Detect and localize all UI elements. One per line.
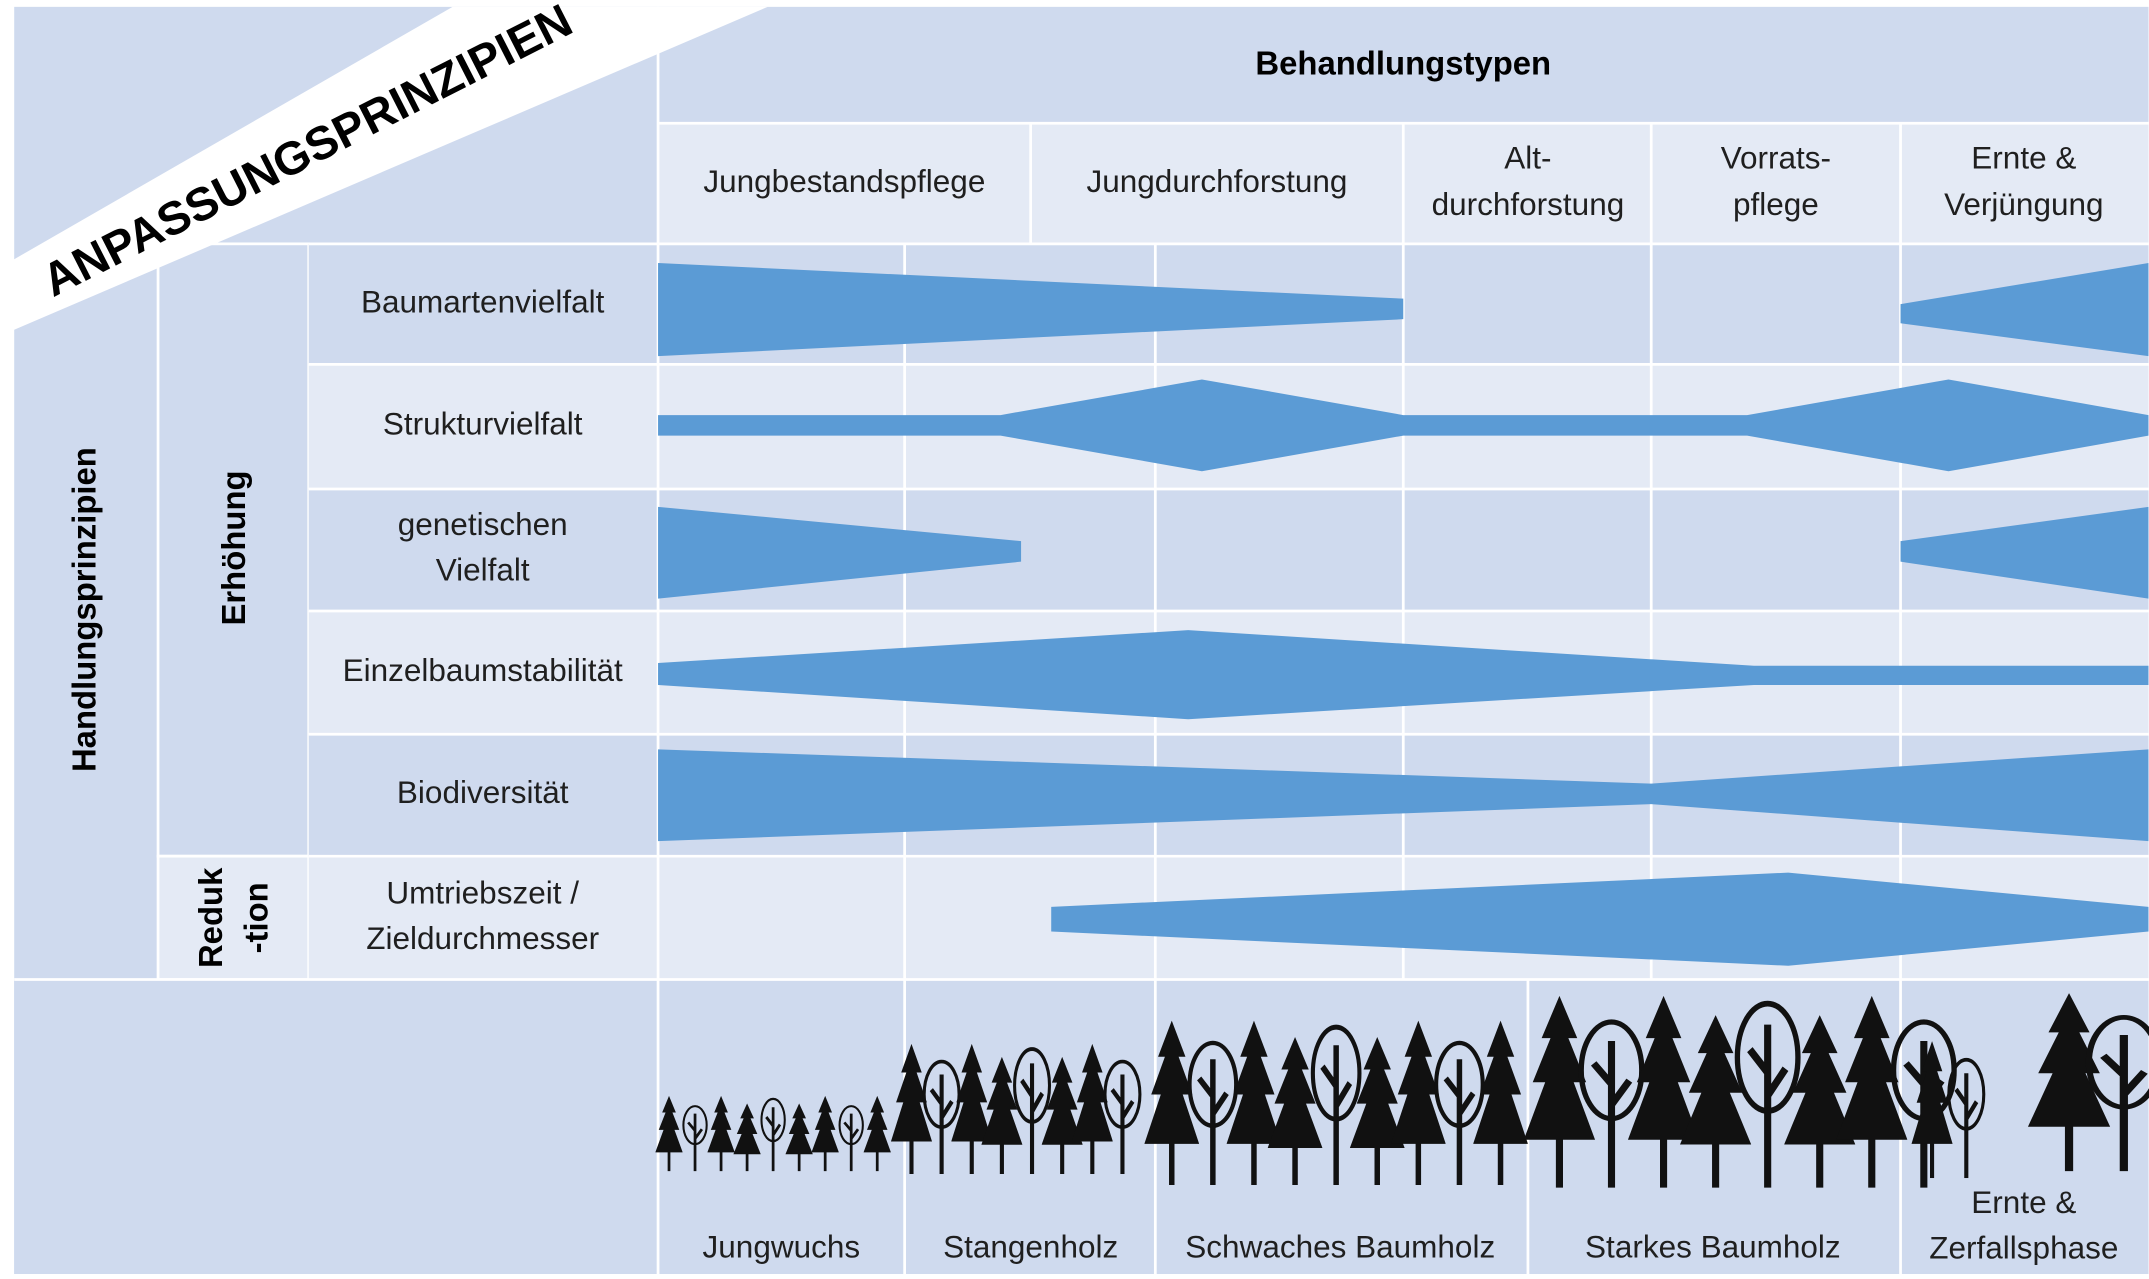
- principle-label: genetischen: [398, 506, 568, 542]
- principle-label: Einzelbaumstabilität: [343, 652, 623, 688]
- principle-label: Umtriebszeit /: [386, 875, 579, 911]
- treatment-type-label: Jungbestandspflege: [703, 163, 985, 199]
- treatment-type-label: Alt-: [1504, 140, 1551, 176]
- principle-label: Baumartenvielfalt: [361, 283, 605, 319]
- treatment-type-label: Verjüngung: [1944, 186, 2103, 222]
- diagram: ANPASSUNGSPRINZIPIEN Behandlungstypen Ha…: [0, 0, 2149, 1274]
- group-label: Reduk: [192, 867, 229, 968]
- group-label: Erhöhung: [215, 470, 252, 625]
- group-label: -tion: [237, 882, 274, 953]
- treatment-type-label: durchforstung: [1432, 186, 1625, 222]
- treatment-type-label: Jungdurchforstung: [1087, 163, 1348, 199]
- stage-label: Schwaches Baumholz: [1185, 1229, 1495, 1265]
- principle-label: Biodiversität: [397, 774, 569, 810]
- side-label: Handlungsprinzipien: [65, 447, 102, 772]
- principle-label: Strukturvielfalt: [383, 405, 583, 441]
- treatment-type-label: Vorrats-: [1721, 140, 1831, 176]
- principle-label: Zieldurchmesser: [366, 920, 599, 956]
- stage-label: Zerfallsphase: [1929, 1229, 2118, 1265]
- header: Behandlungstypen: [1255, 44, 1551, 81]
- stage-label: Ernte &: [1971, 1184, 2076, 1220]
- group-bg: [158, 856, 309, 979]
- stage-label: Jungwuchs: [703, 1229, 861, 1265]
- treatment-type-label: Ernte &: [1971, 140, 2076, 176]
- principle-label: Vielfalt: [436, 551, 530, 587]
- stage-label: Stangenholz: [943, 1229, 1118, 1265]
- treatment-type-label: pflege: [1733, 186, 1819, 222]
- stage-label: Starkes Baumholz: [1585, 1229, 1841, 1265]
